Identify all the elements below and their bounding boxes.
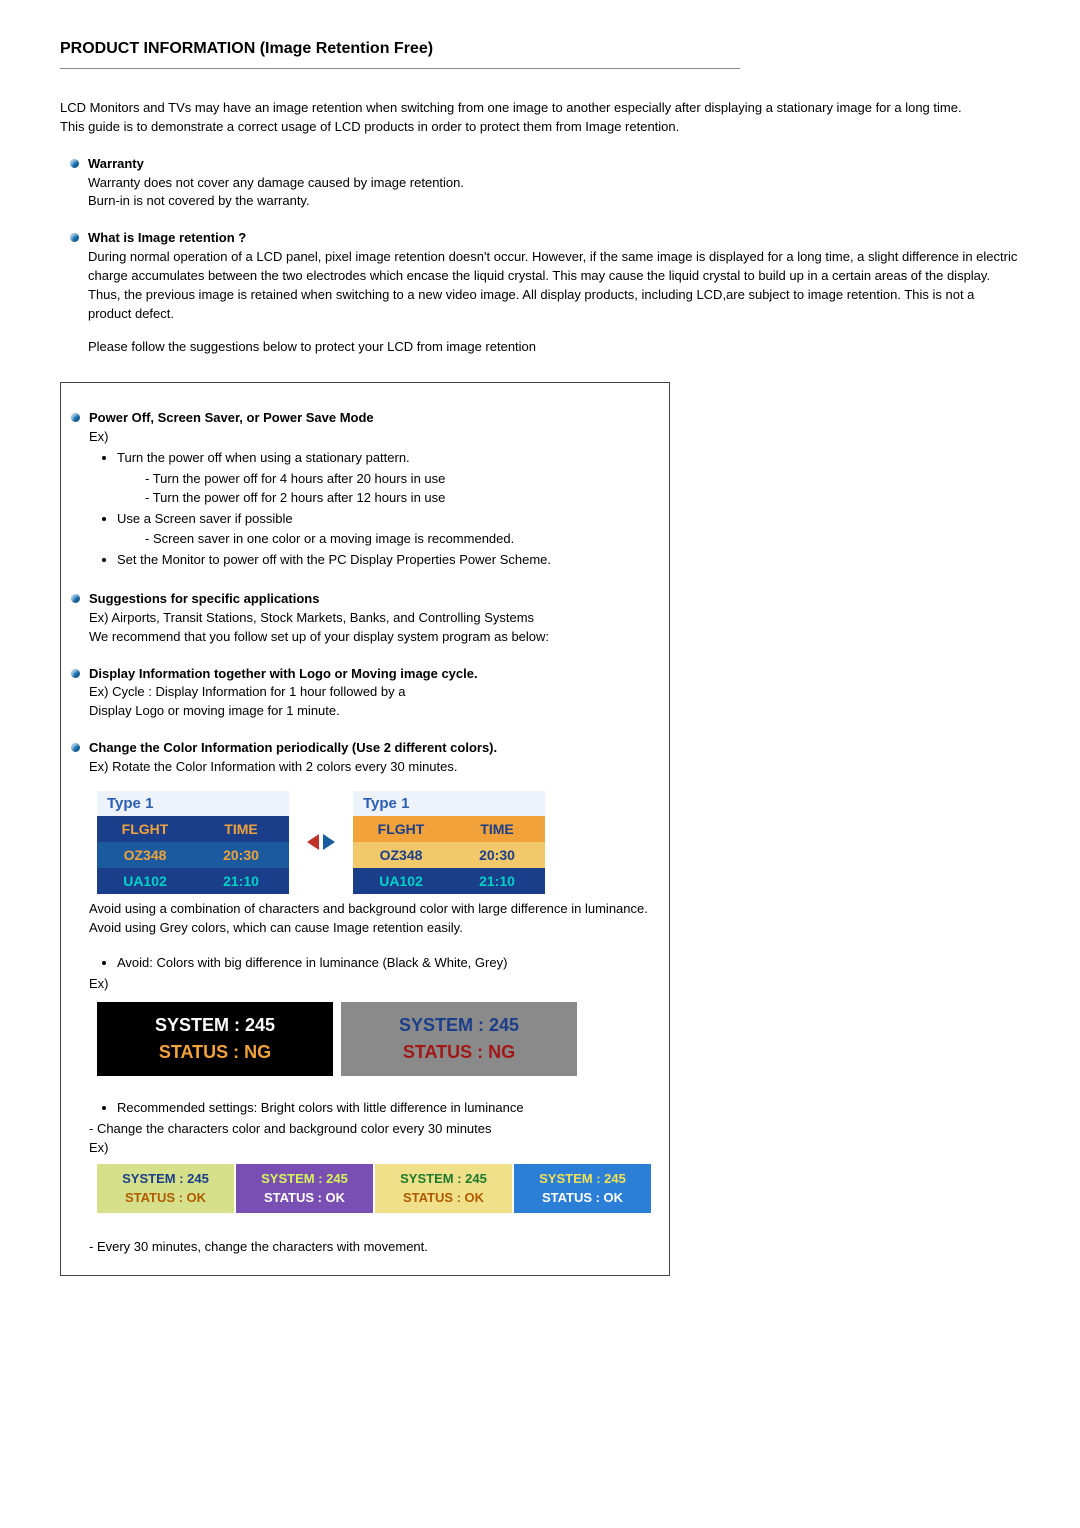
status-ok-panel: SYSTEM : 245STATUS : OK [375,1164,512,1214]
status-system: SYSTEM : 245 [240,1170,369,1189]
flight-h2: TIME [193,816,289,842]
what-body: During normal operation of a LCD panel, … [88,248,1020,323]
status-system: SYSTEM : 245 [105,1012,325,1039]
displayinfo-heading: Display Information together with Logo o… [89,665,651,684]
bullet-icon [71,594,80,603]
displayinfo-section: Display Information together with Logo o… [61,665,651,722]
poweroff-li3: Set the Monitor to power off with the PC… [117,551,651,570]
status-status: STATUS : OK [379,1189,508,1208]
status-bad-panel-a: SYSTEM : 245 STATUS : NG [97,1002,333,1076]
poweroff-li1b: - Turn the power off for 2 hours after 1… [145,489,651,508]
flight-title-a: Type 1 [97,791,289,816]
status-system: SYSTEM : 245 [518,1170,647,1189]
recommended-li1: Recommended settings: Bright colors with… [117,1099,651,1118]
flight-h2: TIME [449,816,545,842]
status-status: STATUS : OK [101,1189,230,1208]
poweroff-li2: Use a Screen saver if possible [117,510,651,529]
status-system: SYSTEM : 245 [101,1170,230,1189]
changecolor-section: Change the Color Information periodicall… [61,739,651,1257]
displayinfo-l2: Display Logo or moving image for 1 minut… [89,702,651,721]
flight-cell: OZ348 [97,842,193,868]
status-ok-panel: SYSTEM : 245STATUS : OK [514,1164,651,1214]
poweroff-ex: Ex) [89,428,651,447]
status-status: STATUS : NG [105,1039,325,1066]
status-bad-panel-b: SYSTEM : 245 STATUS : NG [341,1002,577,1076]
status-ok-panel: SYSTEM : 245STATUS : OK [236,1164,373,1214]
poweroff-li1a: - Turn the power off for 4 hours after 2… [145,470,651,489]
avoid-l2: Avoid using Grey colors, which can cause… [89,919,651,938]
status-status: STATUS : OK [518,1189,647,1208]
separator [60,68,740,69]
avoid-l1: Avoid using a combination of characters … [89,900,651,919]
what-section: What is Image retention ? During normal … [60,229,1020,357]
flight-block-b: Type 1 FLGHTTIME OZ34820:30 UA10221:10 [353,791,545,894]
flight-cell: 21:10 [193,868,289,894]
flight-title-b: Type 1 [353,791,545,816]
flight-cell: 20:30 [193,842,289,868]
poweroff-li2a: - Screen saver in one color or a moving … [145,530,651,549]
status-ok-panel: SYSTEM : 245STATUS : OK [97,1164,234,1214]
arrow-right-icon [323,834,335,850]
status-system: SYSTEM : 245 [349,1012,569,1039]
status-bad-row: SYSTEM : 245 STATUS : NG SYSTEM : 245 ST… [97,1002,651,1076]
intro-line-1: LCD Monitors and TVs may have an image r… [60,99,1020,118]
avoid-li1: Avoid: Colors with big difference in lum… [117,954,651,973]
bullet-icon [70,159,79,168]
poweroff-li1: Turn the power off when using a stationa… [117,449,651,468]
suggest-heading: Suggestions for specific applications [89,590,651,609]
warranty-section: Warranty Warranty does not cover any dam… [60,155,1020,212]
flight-cell: UA102 [353,868,449,894]
changecolor-l1: Ex) Rotate the Color Information with 2 … [89,758,651,777]
flight-table-a: FLGHTTIME OZ34820:30 UA10221:10 [97,816,289,894]
suggest-section: Suggestions for specific applications Ex… [61,590,651,647]
status-system: SYSTEM : 245 [379,1170,508,1189]
arrows-icon [307,834,335,850]
what-heading: What is Image retention ? [88,229,1020,248]
displayinfo-l1: Ex) Cycle : Display Information for 1 ho… [89,683,651,702]
changecolor-heading: Change the Color Information periodicall… [89,739,651,758]
avoid-ex: Ex) [89,975,651,994]
flight-cell: 20:30 [449,842,545,868]
recommended-ex: Ex) [89,1139,651,1158]
warranty-line-2: Burn-in is not covered by the warranty. [88,192,1020,211]
bullet-icon [71,743,80,752]
what-follow: Please follow the suggestions below to p… [88,338,1020,357]
recommended-l1: - Change the characters color and backgr… [89,1120,651,1139]
status-status: STATUS : NG [349,1039,569,1066]
page-title: PRODUCT INFORMATION (Image Retention Fre… [60,40,1020,58]
bullet-icon [71,669,80,678]
framed-box: Power Off, Screen Saver, or Power Save M… [60,382,670,1276]
every30: - Every 30 minutes, change the character… [89,1238,651,1257]
intro-line-2: This guide is to demonstrate a correct u… [60,118,1020,137]
poweroff-heading: Power Off, Screen Saver, or Power Save M… [89,409,651,428]
poweroff-section: Power Off, Screen Saver, or Power Save M… [61,409,651,572]
flight-example: Type 1 FLGHTTIME OZ34820:30 UA10221:10 T… [97,791,651,894]
warranty-line-1: Warranty does not cover any damage cause… [88,174,1020,193]
intro-block: LCD Monitors and TVs may have an image r… [60,99,1020,137]
flight-table-b: FLGHTTIME OZ34820:30 UA10221:10 [353,816,545,894]
flight-cell: OZ348 [353,842,449,868]
flight-cell: 21:10 [449,868,545,894]
flight-h1: FLGHT [97,816,193,842]
suggest-l2: We recommend that you follow set up of y… [89,628,651,647]
flight-cell: UA102 [97,868,193,894]
suggest-l1: Ex) Airports, Transit Stations, Stock Ma… [89,609,651,628]
bullet-icon [71,413,80,422]
status-status: STATUS : OK [240,1189,369,1208]
bullet-icon [70,233,79,242]
flight-block-a: Type 1 FLGHTTIME OZ34820:30 UA10221:10 [97,791,289,894]
arrow-left-icon [307,834,319,850]
warranty-heading: Warranty [88,155,1020,174]
status-ok-row: SYSTEM : 245STATUS : OKSYSTEM : 245STATU… [97,1164,651,1214]
flight-h1: FLGHT [353,816,449,842]
